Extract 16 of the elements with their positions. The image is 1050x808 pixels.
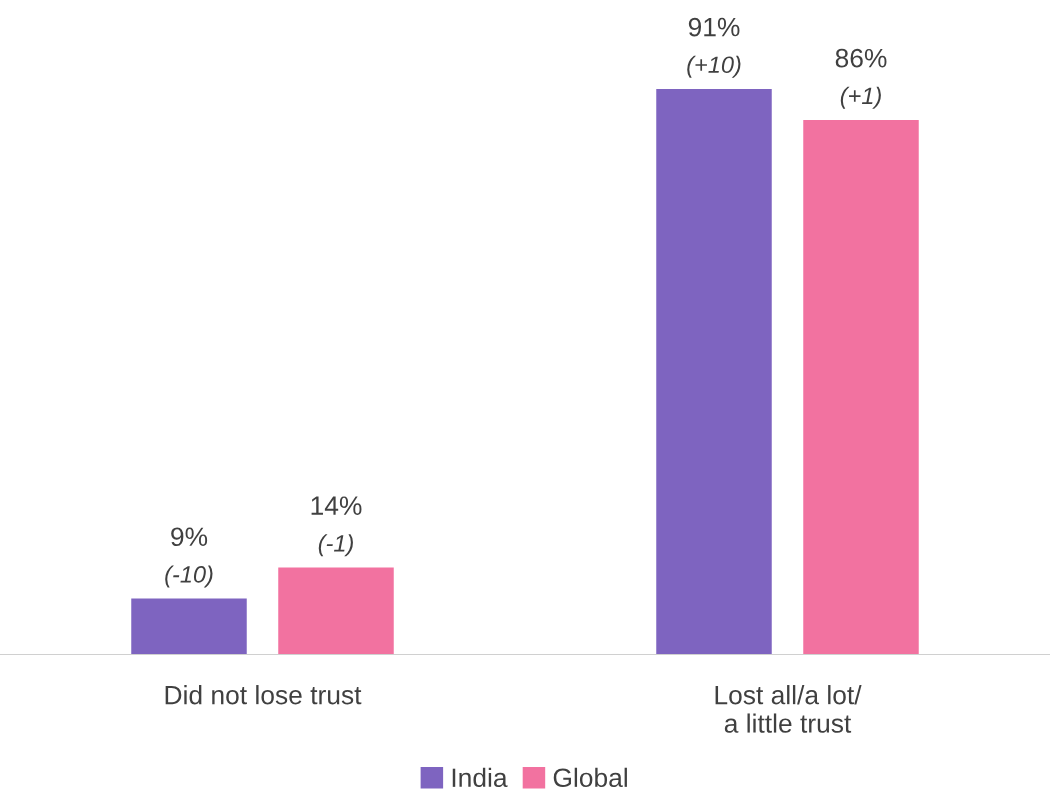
annotation: (-1): [318, 534, 353, 557]
annotation: (-10): [165, 565, 213, 588]
bar: [278, 567, 394, 655]
data-label: 14%: [311, 496, 362, 515]
data-label: 86%: [835, 48, 887, 68]
bar: [656, 88, 772, 655]
data-label: 9%: [171, 527, 208, 547]
bar: [131, 598, 247, 655]
annotation: (+1): [840, 86, 881, 109]
x-tick-label: Lost all/a lot/ a little trust: [715, 685, 862, 733]
legend-label: India: [452, 767, 508, 788]
bar: [803, 119, 919, 655]
text: (+10): [687, 55, 741, 78]
data-label: 91%: [688, 17, 740, 37]
legend-label: Global: [553, 767, 627, 788]
x-tick-label: Did not lose trust: [165, 685, 362, 705]
